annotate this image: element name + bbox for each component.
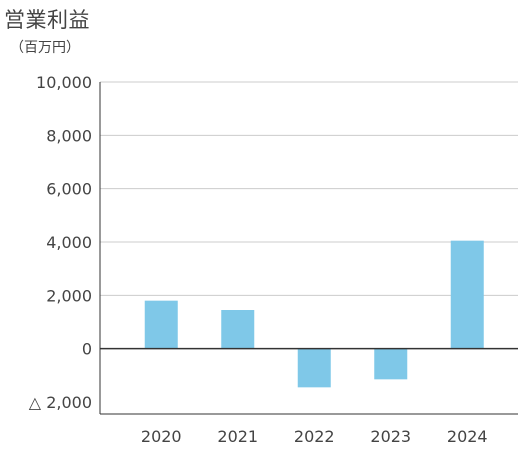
bar <box>144 300 178 349</box>
unit-label: （百万円） <box>10 40 80 56</box>
y-tick-label: 10,000 <box>36 73 92 92</box>
x-tick-label: 2020 <box>141 427 182 446</box>
y-tick-label: 2,000 <box>46 286 92 305</box>
y-tick-label: 4,000 <box>46 233 92 252</box>
bar <box>374 348 408 380</box>
y-tick-label: 0 <box>82 340 92 359</box>
bar <box>297 348 331 388</box>
grid-lines <box>100 81 518 296</box>
y-tick-labels: 10,000 8,000 6,000 4,000 2,000 0 △ 2,000 <box>29 73 92 412</box>
y-tick-label: 8,000 <box>46 126 92 145</box>
x-tick-label: 2021 <box>217 427 258 446</box>
bar <box>221 310 255 349</box>
y-tick-label: △ 2,000 <box>29 393 92 412</box>
x-tick-label: 2023 <box>370 427 411 446</box>
x-tick-labels: 2020 2021 2022 2023 2024 <box>141 427 488 446</box>
y-tick-label: 6,000 <box>46 180 92 199</box>
axes <box>99 82 518 415</box>
bars <box>144 240 484 388</box>
chart-title: 営業利益 <box>4 8 90 32</box>
x-tick-label: 2022 <box>294 427 335 446</box>
x-tick-label: 2024 <box>447 427 488 446</box>
bar <box>450 240 484 349</box>
